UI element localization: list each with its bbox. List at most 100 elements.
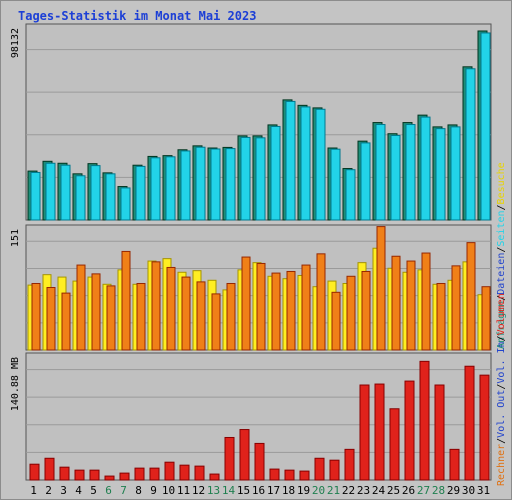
bar-rechner-day-22 [346, 275, 356, 351]
bar-volumen-day-27 [419, 360, 430, 481]
y-max-label-middle: 151 [10, 229, 21, 247]
bar-volumen-day-10 [164, 461, 175, 481]
legend-entry: Seiten [496, 210, 507, 246]
bar-seiten-day-18 [285, 100, 296, 221]
x-tick-label: 4 [75, 484, 82, 497]
x-tick-label: 29 [447, 484, 460, 497]
bar-seiten-day-2 [45, 162, 56, 221]
x-tick-label: 8 [135, 484, 142, 497]
bar-rechner-day-1 [31, 282, 41, 351]
x-tick-label: 18 [282, 484, 295, 497]
x-tick-label: 22 [342, 484, 355, 497]
bar-rechner-day-8 [136, 282, 146, 351]
bar-rechner-day-16 [256, 262, 266, 351]
bar-seiten-day-20 [315, 108, 326, 221]
bar-volumen-day-17 [269, 468, 280, 481]
bar-seiten-day-25 [390, 134, 401, 221]
bar-volumen-day-4 [74, 469, 85, 481]
bar-volumen-day-11 [179, 464, 190, 481]
y-max-label-bottom: 140.88 MB [10, 357, 21, 411]
bar-seiten-day-19 [300, 106, 311, 221]
x-tick-label: 21 [327, 484, 340, 497]
bar-rechner-day-31 [481, 286, 491, 351]
bar-seiten-day-13 [210, 148, 221, 221]
bar-rechner-day-10 [166, 266, 176, 351]
x-tick-label: 30 [462, 484, 475, 497]
bar-seiten-day-21 [330, 148, 341, 221]
bar-volumen-day-24 [374, 383, 385, 481]
x-tick-label: 12 [192, 484, 205, 497]
bar-seiten-day-22 [345, 169, 356, 221]
bar-rechner-day-4 [76, 264, 86, 351]
bar-seiten-day-31 [480, 32, 491, 221]
bar-rechner-day-15 [241, 256, 251, 351]
legend-entry: / [496, 247, 507, 253]
x-tick-label: 16 [252, 484, 265, 497]
bar-rechner-day-27 [421, 252, 431, 351]
legend-entry: / [496, 384, 507, 390]
legend-entry: Dateien [496, 253, 507, 295]
bar-seiten-day-16 [255, 137, 266, 221]
x-tick-label: 28 [432, 484, 445, 497]
bar-volumen-day-9 [149, 467, 160, 481]
bar-volumen-day-1 [29, 463, 40, 481]
legend-entry: / [496, 438, 507, 444]
bar-seiten-day-10 [165, 156, 176, 221]
bar-volumen-day-18 [284, 469, 295, 481]
bar-seiten-day-28 [435, 128, 446, 221]
bar-volumen-day-29 [449, 448, 460, 481]
bar-seiten-day-11 [180, 150, 191, 221]
legend-entry: Vol. In [496, 341, 507, 383]
bar-volumen-day-28 [434, 384, 445, 481]
bar-volumen-day-2 [44, 457, 55, 481]
bar-rechner-day-9 [151, 261, 161, 351]
bar-rechner-day-23 [361, 270, 371, 351]
bar-seiten-day-12 [195, 146, 206, 221]
x-tick-label: 2 [45, 484, 52, 497]
bar-rechner-day-26 [406, 260, 416, 351]
x-tick-label: 7 [120, 484, 127, 497]
bar-seiten-day-15 [240, 136, 251, 221]
bar-rechner-day-19 [301, 264, 311, 351]
bar-rechner-day-5 [91, 273, 101, 351]
y-max-label-top: 98132 [10, 28, 21, 58]
legend-top: Anfragen/Dateien/Seiten/Besuche [496, 162, 507, 349]
bar-rechner-day-11 [181, 276, 191, 351]
bar-seiten-day-30 [465, 68, 476, 221]
x-tick-label: 26 [402, 484, 415, 497]
bar-volumen-day-3 [59, 466, 70, 481]
legend-entry: Rechner [496, 444, 507, 486]
bar-rechner-day-17 [271, 272, 281, 351]
bar-seiten-day-27 [420, 116, 431, 221]
bar-rechner-day-14 [226, 282, 236, 351]
x-tick-label: 31 [477, 484, 490, 497]
bar-volumen-day-22 [344, 448, 355, 481]
x-tick-label: 1 [30, 484, 37, 497]
bar-volumen-day-5 [89, 469, 100, 481]
x-tick-label: 25 [387, 484, 400, 497]
legend-entry: / [496, 335, 507, 341]
bar-seiten-day-7 [120, 187, 131, 221]
x-tick-label: 20 [312, 484, 325, 497]
legend-entry: Anfragen [496, 301, 507, 349]
legend-entry: Vol. Out [496, 390, 507, 438]
legend-entry: Volumen [496, 293, 507, 335]
bar-seiten-day-26 [405, 124, 416, 221]
bar-volumen-day-13 [209, 473, 220, 481]
bar-volumen-day-26 [404, 380, 415, 481]
x-tick-label: 9 [150, 484, 157, 497]
bar-seiten-day-23 [360, 142, 371, 221]
bar-rechner-day-24 [376, 226, 386, 351]
x-tick-label: 17 [267, 484, 280, 497]
legend-entry: / [496, 204, 507, 210]
bar-volumen-day-12 [194, 465, 205, 481]
bar-rechner-day-18 [286, 270, 296, 351]
bar-volumen-day-21 [329, 459, 340, 481]
bar-rechner-day-3 [61, 292, 71, 351]
bar-volumen-day-6 [104, 475, 115, 481]
legend-entry: / [496, 295, 507, 301]
bar-rechner-day-7 [121, 250, 131, 351]
bar-volumen-day-23 [359, 384, 370, 481]
bar-rechner-day-29 [451, 265, 461, 351]
bar-volumen-day-14 [224, 436, 235, 481]
